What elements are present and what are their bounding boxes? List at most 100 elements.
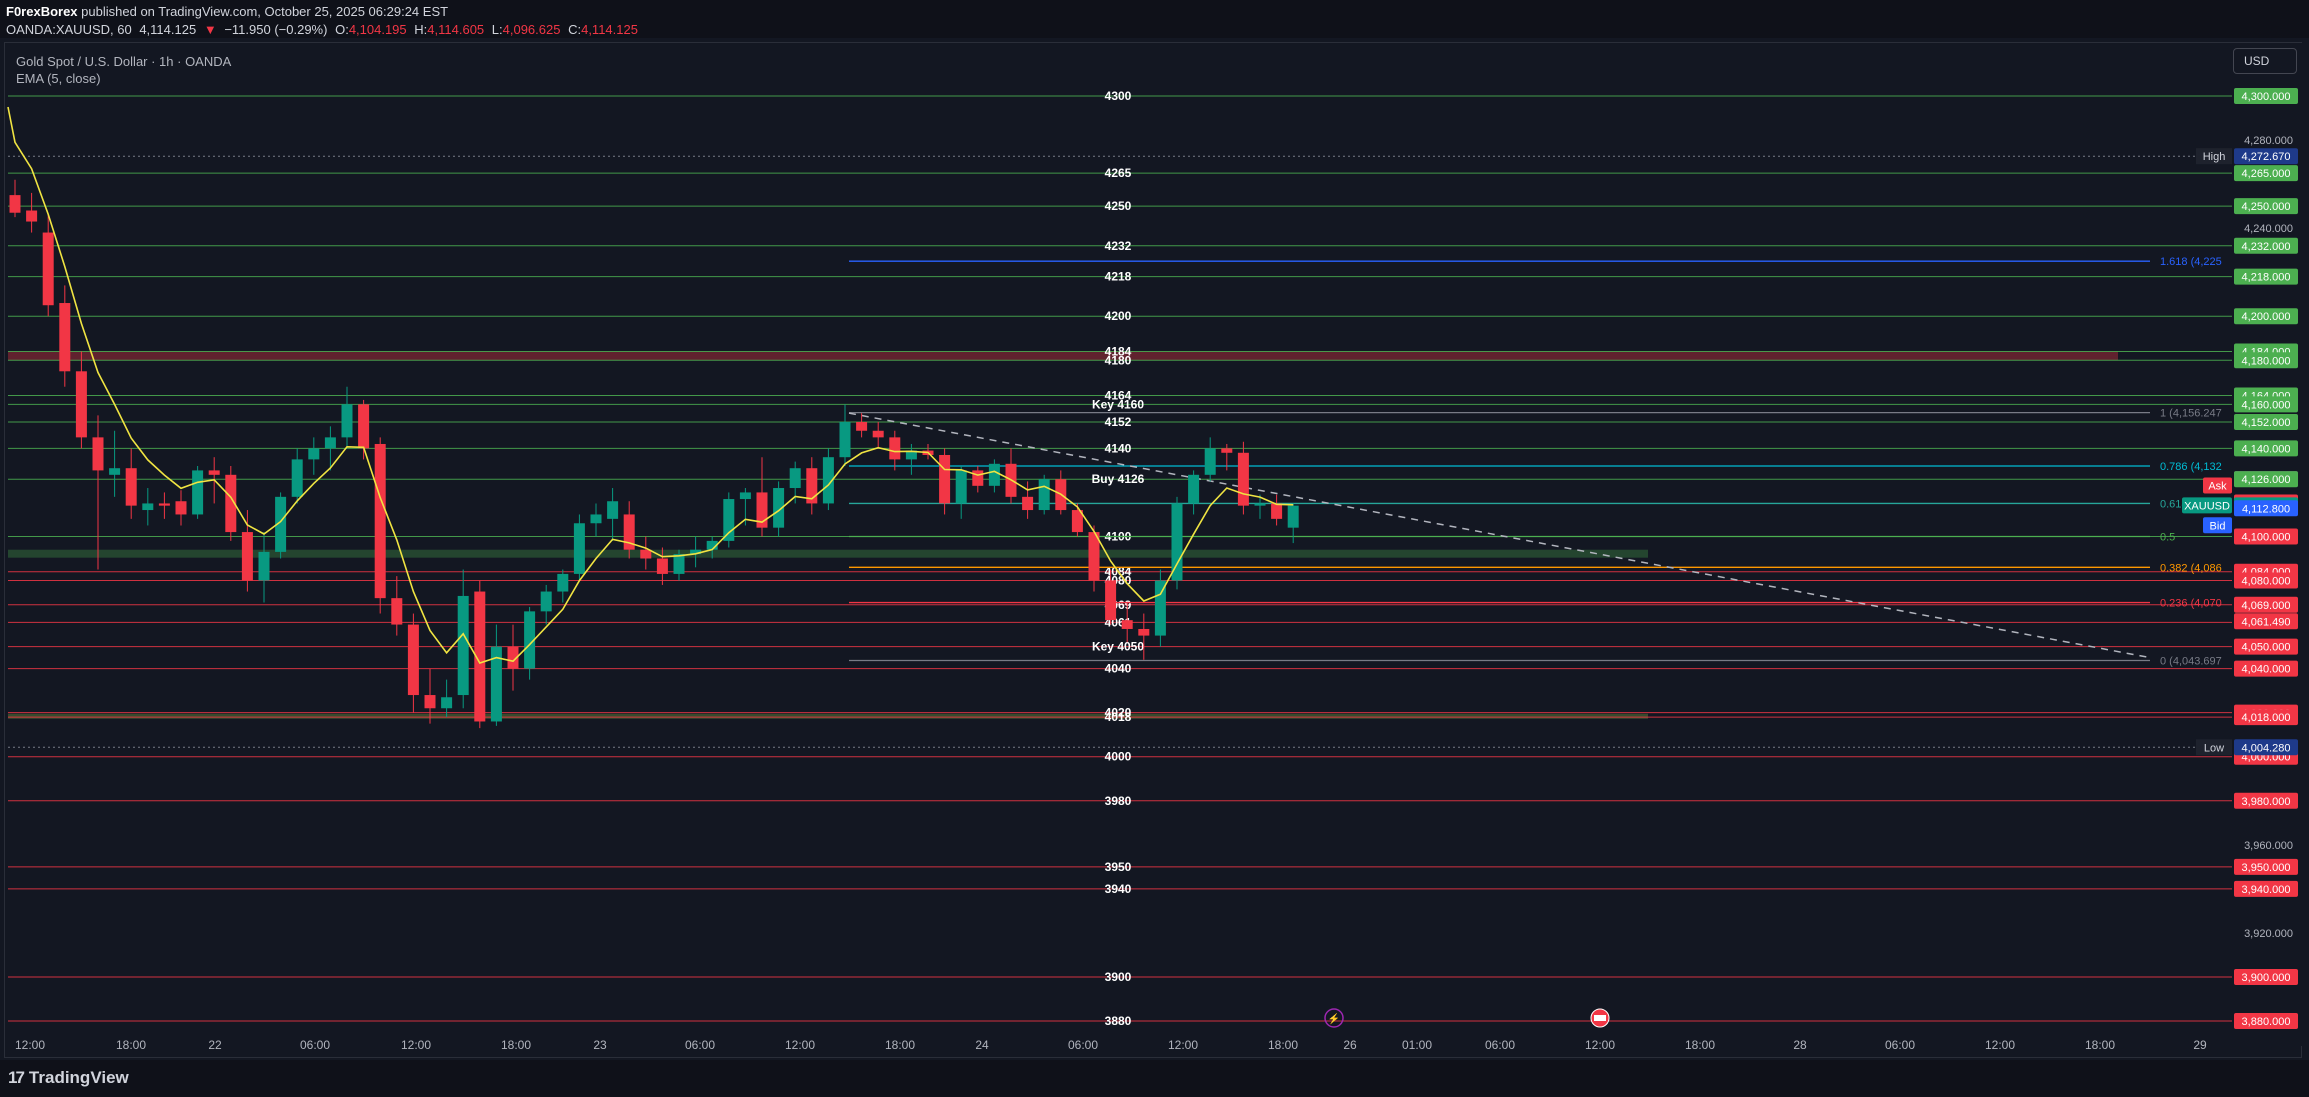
candle-body (341, 404, 353, 438)
candle-body (789, 468, 801, 489)
open-label: O: (335, 22, 349, 37)
level-label: Buy 4126 (1092, 472, 1145, 486)
fib-label: 1.618 (4,225 (2160, 256, 2222, 268)
candle-body (208, 470, 220, 475)
currency-button[interactable]: USD (2233, 48, 2297, 74)
price-tag-label: 4,160.000 (2242, 399, 2291, 411)
candle-body (905, 450, 917, 460)
symbol-title[interactable]: Gold Spot / U.S. Dollar · 1h · OANDA (16, 54, 232, 69)
price-tag (2234, 1013, 2298, 1029)
down-arrow-icon: ▼ (203, 22, 217, 37)
price-tag (2234, 792, 2298, 809)
level-label: 4018 (1105, 710, 1132, 724)
candle-body (109, 468, 121, 475)
us-flag-stripe (1594, 1015, 1606, 1021)
price-tag (2234, 440, 2298, 457)
publish-info: F0rexBorex published on TradingView.com,… (6, 3, 448, 20)
price-tag-label: 4,180.000 (2242, 355, 2291, 367)
price-tag (2234, 709, 2298, 726)
candle-body (424, 695, 436, 709)
level-label: 3900 (1105, 970, 1132, 984)
ask-label-bg (2203, 477, 2232, 494)
x-axis-tick-label: 01:00 (1402, 1038, 1432, 1052)
x-axis-tick-label: 23 (593, 1038, 607, 1052)
candle-body (42, 232, 54, 306)
fib-label: 0.786 (4,132 (2160, 461, 2222, 473)
tradingview-logo[interactable]: 17 TradingView (8, 1068, 129, 1088)
price-tag (2234, 308, 2298, 325)
support-zone-band (8, 713, 1648, 719)
level-label: 3940 (1105, 882, 1132, 896)
candle-body (175, 501, 187, 515)
price-tag-label: 4,140.000 (2242, 443, 2291, 455)
candle-body (623, 514, 635, 550)
x-axis-tick-label: 12:00 (401, 1038, 431, 1052)
candle-body (656, 558, 668, 574)
high-label: H: (414, 22, 428, 37)
lightning-event-icon (1324, 1008, 1344, 1028)
candle-body (275, 496, 287, 552)
candle-body (839, 421, 851, 458)
price-tag (2234, 352, 2298, 369)
level-label: 4232 (1105, 239, 1132, 253)
x-axis-tick-label: 12:00 (785, 1038, 815, 1052)
price-tag (2234, 528, 2298, 545)
candle-body (291, 459, 303, 497)
ask-label: Ask (2208, 480, 2227, 492)
level-label: 4300 (1105, 89, 1132, 103)
price-tag-label: 4,100.000 (2242, 531, 2291, 543)
fib-label: 1 (4,156.247 (2160, 408, 2222, 420)
candle-body (9, 195, 21, 213)
candle-body (1105, 580, 1117, 621)
low-marker-bg (2196, 739, 2232, 756)
candle-body (1071, 510, 1083, 533)
price-tag-label: 4,250.000 (2242, 201, 2291, 213)
price-tag (2234, 596, 2298, 613)
candle-body (806, 468, 818, 504)
demand-zone-band (8, 549, 1648, 558)
price-tag (2234, 471, 2298, 488)
price-tag (2234, 88, 2298, 104)
level-label: 4164 (1105, 389, 1132, 403)
candle-body (1221, 448, 1233, 453)
candle-body (1254, 503, 1266, 506)
price-tag-label: 3,880.000 (2242, 1016, 2291, 1028)
candle-body (407, 624, 419, 696)
candle-body (590, 514, 602, 524)
candle-body (573, 523, 585, 574)
level-label: Key 4050 (1092, 640, 1144, 654)
bid-label: Bid (2210, 520, 2226, 532)
candle-body (557, 573, 569, 592)
price-tag (2234, 396, 2298, 413)
level-label: 4152 (1105, 415, 1132, 429)
candle-body (1188, 474, 1200, 504)
x-axis-tick-label: 06:00 (685, 1038, 715, 1052)
low-value: 4,096.625 (502, 22, 561, 37)
candle-body (1088, 532, 1100, 581)
footer-bar (0, 1060, 2309, 1097)
level-label: 4020 (1105, 706, 1132, 720)
candle-body (1171, 503, 1183, 581)
price-tag-label: 4,152.000 (2242, 417, 2291, 429)
candle-body (872, 430, 884, 438)
x-axis-tick-label: 18:00 (1268, 1038, 1298, 1052)
candle-body (59, 303, 71, 372)
candle-body (1271, 503, 1283, 519)
x-axis-tick-label: 12:00 (1985, 1038, 2015, 1052)
candle-body (358, 404, 370, 449)
x-axis-tick-label: 18:00 (1685, 1038, 1715, 1052)
x-axis-tick-label: 22 (208, 1038, 222, 1052)
x-axis-tick-label: 18:00 (501, 1038, 531, 1052)
price-tag (2234, 165, 2298, 182)
candle-body (507, 646, 519, 669)
ema-indicator-label[interactable]: EMA (5, close) (16, 71, 101, 86)
y-axis-tick-label: 4,280.000 (2244, 135, 2293, 147)
candle-body (75, 371, 87, 438)
price-tag-label: 4,080.000 (2242, 576, 2291, 588)
low-label: L: (491, 22, 503, 37)
author-name[interactable]: F0rexBorex (6, 4, 78, 19)
x-axis-tick-label: 18:00 (116, 1038, 146, 1052)
candle-body (441, 697, 453, 709)
candle-body (142, 503, 154, 511)
